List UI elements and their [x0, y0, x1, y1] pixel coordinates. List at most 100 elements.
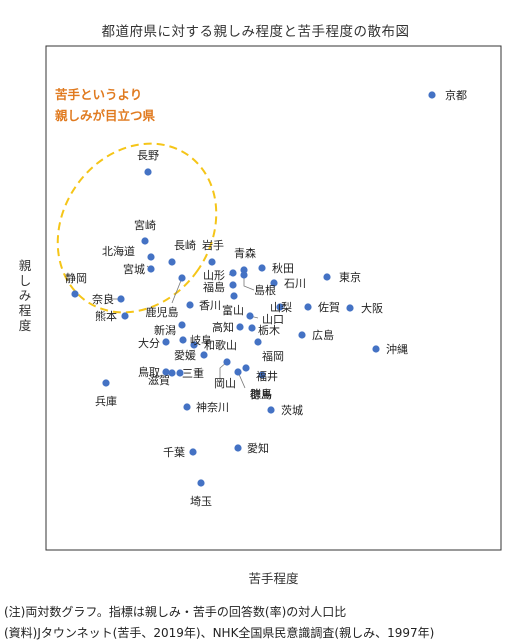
data-point-label: 山口	[262, 313, 284, 326]
data-point	[168, 369, 176, 377]
data-point-label: 高知	[212, 320, 234, 334]
data-point	[346, 304, 354, 312]
data-point	[246, 312, 254, 320]
data-point-label: 宮城	[123, 262, 145, 276]
data-point	[147, 253, 155, 261]
data-point-label: 千葉	[163, 445, 185, 459]
data-point	[298, 331, 306, 339]
data-point-label: 滋賀	[148, 374, 170, 387]
data-point	[71, 290, 79, 298]
data-point	[162, 368, 170, 376]
data-point-label: 岐阜	[190, 334, 212, 347]
data-point-label: 栃木	[258, 323, 280, 337]
y-axis-label: 親しみ程度	[18, 258, 32, 333]
data-point	[117, 295, 125, 303]
data-point-label: 宮崎	[134, 218, 156, 232]
data-point	[240, 271, 248, 279]
data-point-label: 長崎	[174, 238, 196, 252]
data-point-label: 秋田	[272, 261, 294, 275]
annotation-line-2: 親しみが目立つ県	[55, 108, 156, 123]
data-point-label: 長野	[137, 149, 159, 162]
footnote-note: (注)両対数グラフ。指標は親しみ・苦手の回答数(率)の対人口比	[4, 605, 347, 619]
data-point-label: 山梨	[270, 300, 292, 314]
data-point-label: 鳥取	[138, 365, 160, 379]
data-point-label: 福島	[203, 280, 225, 294]
data-point	[230, 292, 238, 300]
data-point	[236, 323, 244, 331]
data-point-label: 青森	[234, 246, 256, 260]
data-point-label: 京都	[445, 88, 467, 102]
data-point	[229, 281, 237, 289]
data-point	[200, 351, 208, 359]
data-point-label: 熊本	[95, 309, 117, 323]
leader-line-shimane	[243, 275, 255, 291]
data-point-label: 群馬	[250, 387, 272, 401]
data-point-label: 沖縄	[386, 342, 408, 356]
leader-line-kagoshima	[171, 277, 183, 304]
annotation-text: 苦手というより 親しみが目立つ県	[55, 84, 155, 126]
data-point	[186, 301, 194, 309]
data-point-label: 岡山	[214, 377, 236, 390]
data-point	[258, 371, 266, 379]
data-point-label: 北海道	[102, 244, 135, 258]
data-point	[242, 364, 250, 372]
data-point	[229, 269, 237, 277]
footnote-source: (資料)Jタウンネット(苦手、2019年)、NHK全国県民意識調査(親しみ、19…	[4, 626, 435, 640]
data-point-label: 島根	[254, 283, 276, 297]
data-point-label: 山形	[203, 269, 225, 282]
x-axis-label: 苦手程度	[248, 571, 299, 586]
data-point	[258, 264, 266, 272]
data-point	[323, 273, 331, 281]
data-point-label: 広島	[312, 328, 334, 342]
data-point-label: 三重	[182, 366, 204, 380]
data-point	[179, 336, 187, 344]
data-point-label: 茨城	[281, 403, 303, 417]
data-point	[234, 368, 242, 376]
data-point	[178, 274, 186, 282]
data-point-label: 愛媛	[174, 348, 196, 362]
data-point	[248, 324, 256, 332]
data-point-label: 埼玉	[190, 494, 212, 508]
data-point-label: 福岡	[262, 349, 284, 363]
data-point	[223, 358, 231, 366]
data-point	[240, 266, 248, 274]
data-point	[304, 303, 312, 311]
data-point-label: 神奈川	[196, 400, 229, 414]
data-point	[102, 379, 110, 387]
data-point-label: 東京	[339, 270, 361, 284]
data-point	[121, 312, 129, 320]
data-point	[168, 258, 176, 266]
annotation-line-1: 苦手というより	[55, 87, 143, 102]
data-point-label: 鹿児島	[146, 305, 179, 319]
data-point	[267, 406, 275, 414]
data-point	[428, 91, 436, 99]
data-point	[162, 338, 170, 346]
data-point-label: 徳島	[250, 387, 272, 401]
data-point-label: 兵庫	[95, 394, 117, 408]
data-point-label: 大分	[138, 336, 160, 350]
data-point	[197, 479, 205, 487]
data-point	[270, 279, 278, 287]
plot-area-frame	[45, 45, 502, 551]
data-point	[190, 341, 198, 349]
data-point-label: 岩手	[202, 238, 224, 252]
data-point-label: 香川	[199, 299, 221, 312]
annotation-ellipse	[56, 142, 218, 314]
data-point	[208, 258, 216, 266]
data-point	[254, 338, 262, 346]
data-point	[234, 444, 242, 452]
data-point-label: 奈良	[92, 292, 114, 306]
data-point-label: 静岡	[65, 271, 87, 285]
data-point	[276, 303, 284, 311]
data-point-label: 大阪	[361, 301, 383, 315]
data-point-label: 新潟	[154, 323, 176, 337]
data-point	[176, 369, 184, 377]
data-point-label: 石川	[284, 277, 306, 290]
points-layer	[71, 91, 436, 487]
data-point	[141, 237, 149, 245]
data-point-label: 和歌山	[204, 338, 237, 352]
chart-title: 都道府県に対する親しみ程度と苦手程度の散布図	[101, 24, 410, 40]
data-point	[189, 448, 197, 456]
